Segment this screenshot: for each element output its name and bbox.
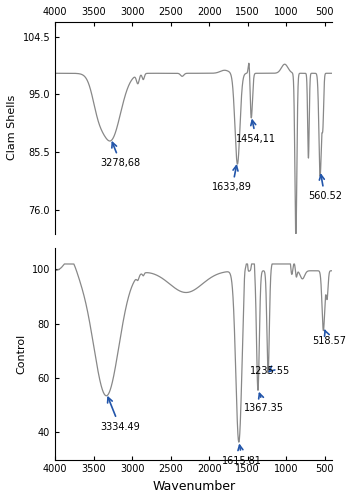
Text: 1367.35: 1367.35 <box>244 394 284 412</box>
X-axis label: Wavenumber: Wavenumber <box>152 480 235 493</box>
Text: 3278,68: 3278,68 <box>101 142 140 168</box>
Text: 1235.55: 1235.55 <box>250 366 290 376</box>
Text: 560.52: 560.52 <box>308 175 342 202</box>
Text: 3334.49: 3334.49 <box>100 398 139 432</box>
Text: 1454,11: 1454,11 <box>236 120 276 144</box>
Text: 1633,89: 1633,89 <box>213 166 252 192</box>
Text: 1615.81: 1615.81 <box>222 445 262 466</box>
Text: 518.57: 518.57 <box>312 330 346 346</box>
Y-axis label: Clam Shells: Clam Shells <box>7 95 17 160</box>
Y-axis label: Control: Control <box>16 334 26 374</box>
